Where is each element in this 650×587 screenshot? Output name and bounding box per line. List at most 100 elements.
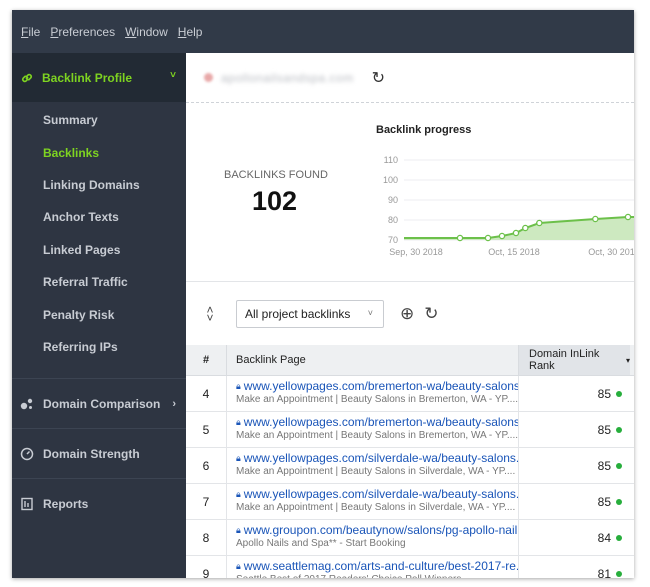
table-row[interactable]: 8 🔒︎ www.groupon.com/beautynow/salons/pg-…	[186, 520, 634, 556]
project-bar: apollonailsandspa.com ↻	[186, 53, 634, 103]
status-dot-icon	[616, 426, 622, 433]
table-row[interactable]: 6 🔒︎ www.yellowpages.com/silverdale-wa/be…	[186, 448, 634, 484]
backlinks-found-value: 102	[252, 186, 298, 216]
chart-point	[522, 224, 529, 232]
lock-icon: 🔒︎	[236, 560, 241, 571]
backlink-page-title: Make an Appointment | Beauty Salons in B…	[236, 430, 518, 441]
stats-panel: BACKLINKS FOUND 102 Backlink progress 11…	[186, 104, 634, 280]
menu-preferences[interactable]: Preferences	[50, 24, 116, 39]
backlink-url-link[interactable]: 🔒︎ www.yellowpages.com/silverdale-wa/beau…	[236, 451, 518, 465]
sidebar-item-anchor-texts[interactable]: Anchor Texts	[43, 210, 119, 225]
menu-bar: File Preferences Window Help	[12, 10, 634, 53]
x-tick-label: Oct, 30 2018	[588, 247, 634, 257]
backlink-url-link[interactable]: 🔒︎ www.seattlemag.com/arts-and-culture/be…	[236, 559, 518, 573]
y-tick-label: 100	[383, 175, 398, 185]
backlink-page-title: Seattle Best of 2017 Readers' Choice Pol…	[236, 574, 518, 578]
backlink-page-title: Apollo Nails and Spa** - Start Booking	[236, 538, 406, 549]
chart-point	[512, 229, 520, 237]
y-tick-label: 70	[388, 235, 398, 245]
sidebar-item-backlinks[interactable]: Backlinks	[43, 145, 100, 160]
chevron-right-icon: ›	[172, 397, 176, 410]
backlink-url-link[interactable]: 🔒︎ www.yellowpages.com/bremerton-wa/beaut…	[236, 379, 518, 393]
chart-area	[404, 217, 634, 240]
add-icon[interactable]: ⊕	[400, 303, 415, 323]
chevron-down-icon: ˅	[367, 307, 373, 318]
chart-point	[592, 215, 599, 223]
status-dot-icon	[616, 390, 622, 397]
backlink-page-cell: 🔒︎ www.seattlemag.com/arts-and-culture/be…	[226, 556, 518, 578]
column-header-num[interactable]: #	[202, 354, 210, 366]
table-row[interactable]: 5 🔒︎ www.yellowpages.com/bremerton-wa/bea…	[186, 412, 634, 448]
backlink-url-link[interactable]: 🔒︎ www.groupon.com/beautynow/salons/pg-ap…	[236, 523, 518, 537]
sidebar-section-reports[interactable]: Reports	[12, 478, 186, 528]
y-tick-label: 80	[388, 215, 398, 225]
table-row[interactable]: 4 🔒︎ www.yellowpages.com/bremerton-wa/bea…	[186, 376, 634, 412]
sidebar-section-label: Domain Strength	[43, 446, 140, 461]
status-dot-icon	[616, 462, 622, 469]
backlink-progress-chart: 110 100 90 80 70 Sep, 30 2018 Oct, 15 2018 Oct,…	[383, 155, 634, 257]
row-number: 4	[202, 386, 210, 401]
refresh-icon[interactable]: ↻	[371, 69, 385, 87]
sidebar-section-label: Reports	[43, 496, 89, 511]
row-number: 7	[202, 494, 210, 509]
domain-inlink-rank-cell: 85	[518, 412, 630, 447]
sidebar-item-referring-ips[interactable]: Referring IPs	[43, 339, 118, 354]
column-header-backlink-page[interactable]: Backlink Page	[226, 345, 518, 375]
column-header-domain-inlink-rank[interactable]: Domain InLink Rank ▾	[518, 345, 630, 375]
sidebar-item-linking-domains[interactable]: Linking Domains	[43, 177, 140, 192]
chart-point	[624, 213, 632, 221]
backlink-page-title: Make an Appointment | Beauty Salons in S…	[236, 502, 516, 513]
backlinks-found-label: BACKLINKS FOUND	[224, 169, 328, 181]
domain-inlink-rank-cell: 85	[518, 484, 630, 519]
project-domain: apollonailsandspa.com	[221, 70, 354, 85]
sidebar-item-penalty-risk[interactable]: Penalty Risk	[43, 307, 115, 322]
table-row[interactable]: 7 🔒︎ www.yellowpages.com/silverdale-wa/be…	[186, 484, 634, 520]
table-body: 4 🔒︎ www.yellowpages.com/bremerton-wa/bea…	[186, 376, 634, 578]
chart-series-line	[404, 216, 634, 239]
menu-help[interactable]: Help	[177, 24, 203, 39]
domain-inlink-rank-cell: 81	[518, 556, 630, 578]
backlink-url-link[interactable]: 🔒︎ www.yellowpages.com/bremerton-wa/beaut…	[236, 415, 518, 429]
y-tick-label: 90	[388, 195, 398, 205]
sidebar-item-referral-traffic[interactable]: Referral Traffic	[43, 275, 128, 290]
lock-icon: 🔒︎	[236, 524, 241, 535]
chart-point	[456, 234, 464, 242]
backlink-url-link[interactable]: 🔒︎ www.yellowpages.com/silverdale-wa/beau…	[236, 487, 518, 501]
main-panel: apollonailsandspa.com ↻ BACKLINKS FOUND …	[186, 53, 634, 578]
sort-toggle-icon[interactable]: ˄ ˅	[206, 302, 214, 325]
refresh-icon[interactable]: ↻	[424, 303, 439, 323]
backlinks-table: # Backlink Page Domain InLink Rank ▾ 4 🔒…	[186, 345, 634, 578]
column-header-label: Domain InLink Rank	[529, 348, 600, 372]
backlink-filter-select[interactable]: All project backlinks ˅	[236, 299, 384, 328]
backlink-page-cell: 🔒︎ www.yellowpages.com/bremerton-wa/beaut…	[226, 412, 518, 447]
backlink-page-cell: 🔒︎ www.groupon.com/beautynow/salons/pg-ap…	[226, 520, 518, 555]
backlink-page-title: Make an Appointment | Beauty Salons in S…	[236, 466, 516, 477]
filter-value: All project backlinks	[245, 306, 351, 321]
backlink-page-cell: 🔒︎ www.yellowpages.com/bremerton-wa/beaut…	[226, 376, 518, 411]
row-number: 8	[202, 530, 210, 545]
status-dot-icon	[616, 498, 622, 505]
table-row[interactable]: 9 🔒︎ www.seattlemag.com/arts-and-culture/…	[186, 556, 634, 578]
chevron-down-icon: ˅	[170, 70, 176, 81]
menu-file[interactable]: File	[21, 24, 41, 39]
lock-icon: 🔒︎	[236, 380, 241, 391]
sidebar: Backlink Profile ˅ Summary Backlinks Lin…	[12, 53, 186, 578]
x-tick-label: Sep, 30 2018	[389, 247, 443, 257]
menu-window[interactable]: Window	[125, 24, 168, 39]
row-number: 6	[202, 458, 210, 473]
row-number: 9	[202, 566, 210, 579]
favicon-icon	[204, 73, 213, 82]
backlink-page-title: Make an Appointment | Beauty Salons in B…	[236, 394, 518, 405]
sidebar-section-domain-comparison[interactable]: Domain Comparison ›	[12, 378, 186, 428]
y-tick-label: 110	[384, 155, 398, 165]
sidebar-section-backlink-profile[interactable]: Backlink Profile ˅	[12, 53, 186, 102]
status-dot-icon	[616, 534, 622, 541]
sidebar-section-domain-strength[interactable]: Domain Strength	[12, 428, 186, 478]
sidebar-submenu: Summary Backlinks Linking Domains Anchor…	[12, 102, 186, 378]
row-number: 5	[202, 422, 210, 437]
backlink-page-cell: 🔒︎ www.yellowpages.com/silverdale-wa/beau…	[226, 448, 518, 483]
sidebar-item-summary[interactable]: Summary	[43, 113, 98, 128]
sidebar-item-linked-pages[interactable]: Linked Pages	[43, 242, 121, 257]
app-window: File Preferences Window Help Backlink Pr…	[12, 10, 634, 578]
chart-point	[484, 234, 492, 242]
